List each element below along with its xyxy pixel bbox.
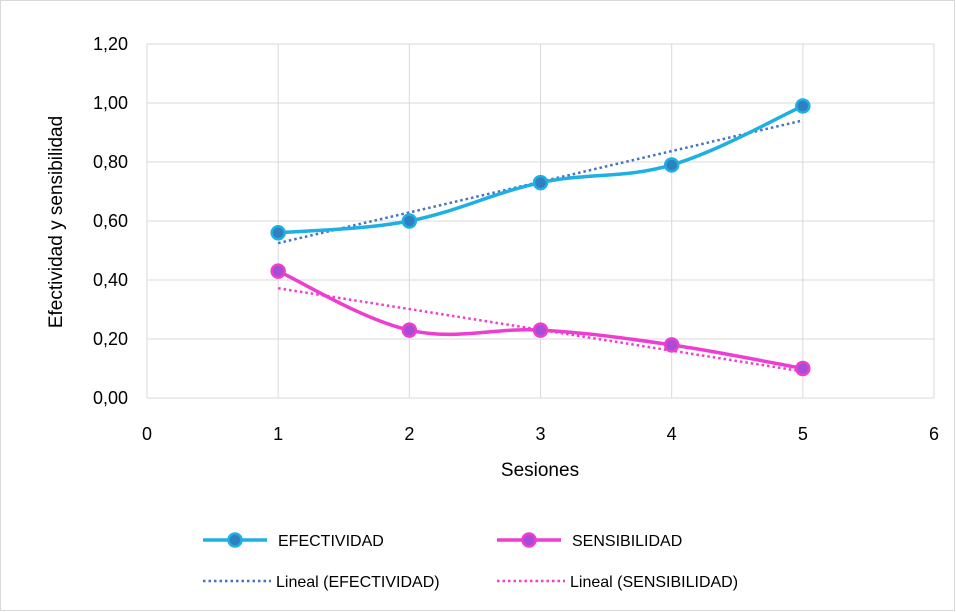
legend-label: SENSIBILIDAD	[572, 533, 682, 550]
y-tick-label: 0,40	[93, 270, 128, 290]
x-tick-label: 3	[535, 424, 545, 444]
x-tick-labels: 0 1 2 3 4 5 6	[142, 424, 939, 444]
y-tick-label: 0,80	[93, 152, 128, 172]
y-tick-label: 1,00	[93, 93, 128, 113]
data-point-efectividad	[270, 225, 286, 241]
data-point-sensibilidad	[401, 322, 418, 338]
data-point-sensibilidad	[663, 337, 680, 353]
legend-label: Lineal (EFECTIVIDAD)	[276, 574, 440, 591]
y-tick-label: 1,20	[93, 34, 128, 54]
data-point-efectividad	[532, 174, 549, 191]
x-tick-label: 5	[798, 424, 808, 444]
x-tick-label: 0	[142, 424, 152, 444]
data-point-sensibilidad	[795, 360, 811, 377]
data-point-efectividad	[795, 98, 811, 114]
series-points	[270, 98, 811, 377]
data-point-sensibilidad	[270, 263, 286, 279]
x-tick-label: 2	[404, 424, 414, 444]
data-point-efectividad	[663, 157, 680, 173]
x-axis-title: Sesiones	[501, 460, 579, 481]
legend-marker-efectividad	[227, 532, 243, 548]
legend-label: Lineal (SENSIBILIDAD)	[570, 574, 738, 591]
legend-label: EFECTIVIDAD	[278, 533, 384, 550]
legend: EFECTIVIDAD SENSIBILIDAD Lineal (EFECTIVID…	[203, 532, 738, 591]
y-tick-label: 0,20	[93, 329, 128, 349]
x-tick-label: 4	[667, 424, 677, 444]
trendline-efectividad	[277, 119, 804, 245]
y-tick-label: 0,00	[93, 388, 128, 408]
data-point-sensibilidad	[532, 322, 549, 338]
y-tick-label: 0,60	[93, 211, 128, 231]
y-axis-title: Efectividad y sensibilidad	[46, 116, 67, 328]
x-tick-label: 6	[929, 424, 939, 444]
legend-marker-sensibilidad	[521, 532, 537, 548]
gridlines	[146, 43, 935, 399]
y-tick-labels: 0,00 0,20 0,40 0,60 0,80 1,00 1,20	[93, 34, 128, 408]
data-point-efectividad	[401, 213, 418, 229]
x-tick-label: 1	[273, 424, 283, 444]
